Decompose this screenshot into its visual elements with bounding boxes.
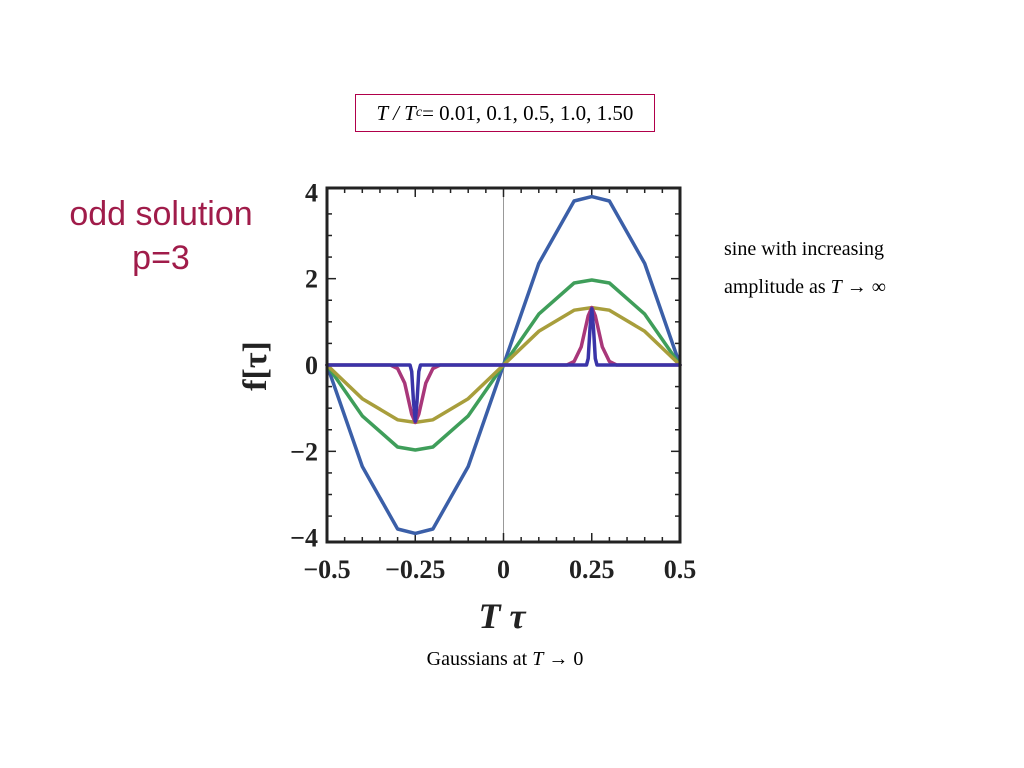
bottom-annotation-arrow: → 0 bbox=[543, 648, 584, 670]
y-tick-labels: −4 −2 0 2 4 bbox=[290, 178, 318, 552]
bottom-annotation: Gaussians at T → 0 bbox=[300, 648, 710, 671]
caption-prefix: T / T bbox=[376, 100, 416, 125]
y-tick-label: 4 bbox=[305, 178, 318, 207]
bottom-annotation-T: T bbox=[532, 648, 544, 670]
series-line-5 bbox=[325, 307, 682, 423]
y-tick-label: 2 bbox=[305, 265, 318, 294]
caption-values: = 0.01, 0.1, 0.5, 1.0, 1.50 bbox=[422, 100, 634, 125]
x-tick-label: −0.5 bbox=[303, 555, 350, 584]
right-annotation-line1: sine with increasing bbox=[724, 238, 884, 260]
plot-area bbox=[325, 186, 682, 544]
right-annotation: sine with increasing amplitude as T → ∞ bbox=[724, 230, 1004, 306]
x-axis-label: T τ bbox=[479, 596, 527, 636]
right-annotation-arrow: → ∞ bbox=[841, 276, 887, 298]
y-axis-label: f[τ] bbox=[237, 341, 274, 391]
right-annotation-text: amplitude as bbox=[724, 276, 831, 298]
side-title-line2: p=3 bbox=[132, 239, 190, 277]
x-tick-label: 0.25 bbox=[569, 555, 615, 584]
bottom-annotation-text: Gaussians at bbox=[426, 648, 533, 670]
x-tick-label: 0.5 bbox=[664, 555, 697, 584]
x-tick-label: 0 bbox=[497, 555, 510, 584]
side-title-line1: odd solution bbox=[69, 195, 253, 233]
x-tick-labels: −0.5 −0.25 0 0.25 0.5 bbox=[303, 555, 696, 584]
right-annotation-T: T bbox=[830, 276, 842, 298]
caption-subscript: c bbox=[415, 105, 423, 120]
plot-frame bbox=[325, 186, 682, 544]
y-tick-label: −2 bbox=[290, 437, 318, 466]
right-annotation-line2: amplitude as T → ∞ bbox=[724, 268, 1004, 306]
x-tick-label: −0.25 bbox=[385, 555, 445, 584]
y-tick-label: −4 bbox=[290, 524, 318, 553]
y-tick-label: 0 bbox=[305, 351, 318, 380]
side-title: odd solution p=3 bbox=[46, 192, 276, 280]
